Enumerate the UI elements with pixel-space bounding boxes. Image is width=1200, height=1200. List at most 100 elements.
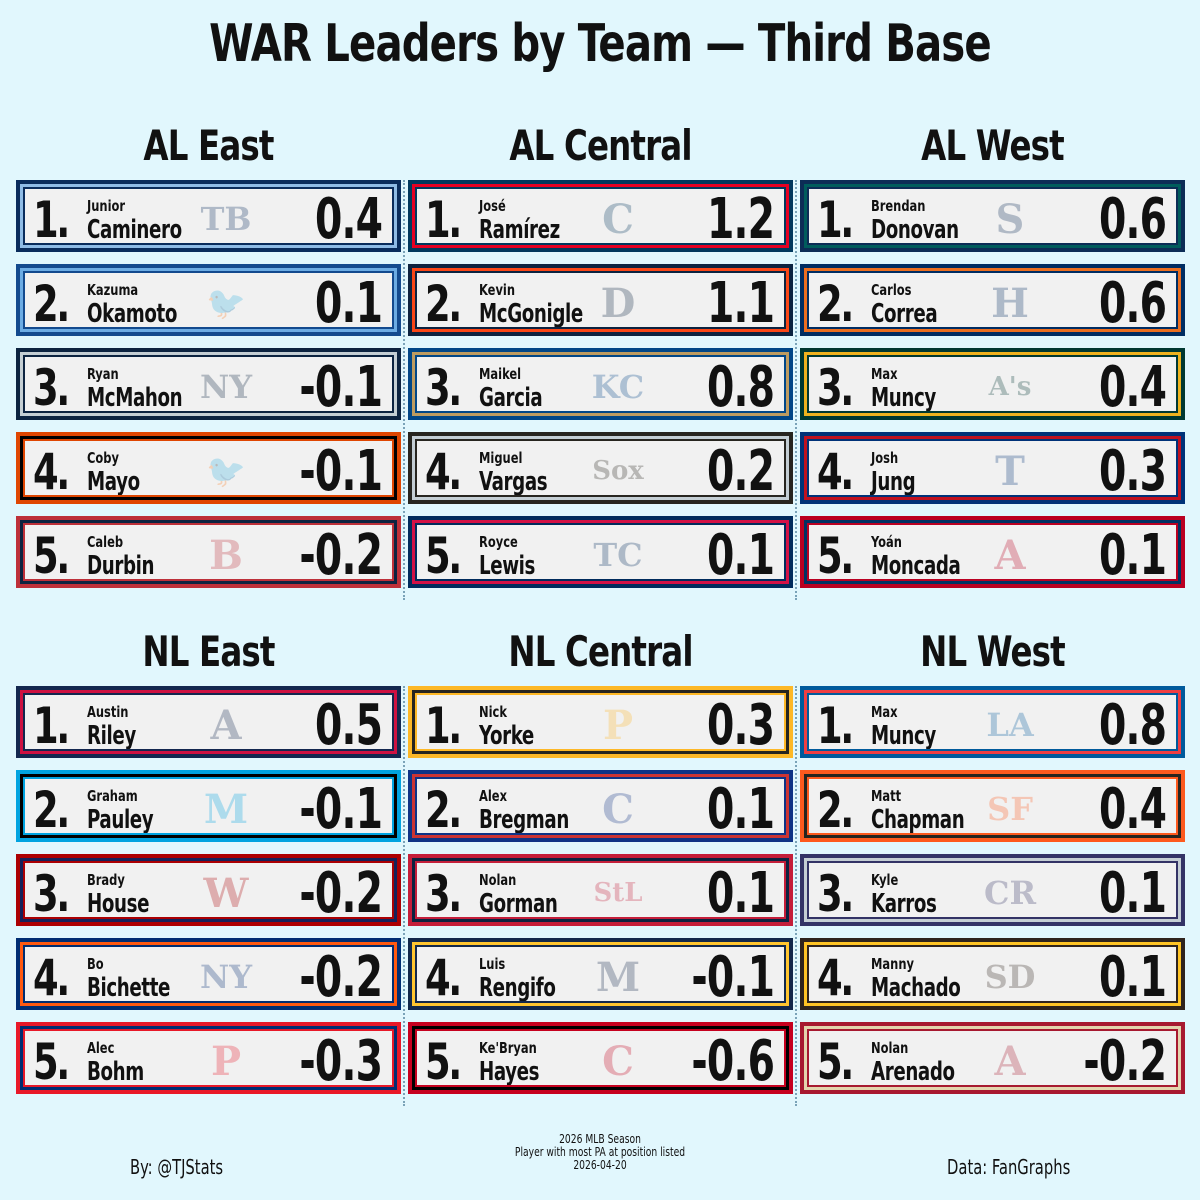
team-logo-icon: S <box>995 195 1025 243</box>
player-card: 1. Junior Caminero TB 0.4 <box>23 187 394 245</box>
player-first-name: Graham <box>87 787 138 805</box>
team-logo-icon: LA <box>986 706 1034 744</box>
rank-number: 1. <box>425 697 462 751</box>
player-row: 5. Nolan Arenado A -0.2 <box>800 1022 1185 1094</box>
player-card: 4. Manny Machado SD 0.1 <box>807 945 1178 1003</box>
player-first-name: Matt <box>871 787 902 805</box>
player-first-name: Brendan <box>871 197 926 215</box>
team-logo-icon: TC <box>593 536 643 574</box>
player-row: 5. Royce Lewis TC 0.1 <box>408 516 793 588</box>
player-first-name: Yoán <box>871 533 902 551</box>
player-last-name: Hayes <box>479 1057 540 1087</box>
rank-number: 2. <box>425 781 462 835</box>
player-first-name: Royce <box>479 533 518 551</box>
war-value: 0.2 <box>706 439 775 497</box>
player-last-name: Machado <box>871 973 961 1003</box>
player-first-name: Brady <box>87 871 125 889</box>
player-row: 4. Josh Jung T 0.3 <box>800 432 1185 504</box>
division-al-central: AL Central 1. José Ramírez C 1.2 2. Kevin McGoni… <box>408 120 793 600</box>
team-logo-icon: 🐦 <box>206 284 246 322</box>
rank-number: 2. <box>33 781 70 835</box>
player-first-name: Manny <box>871 955 914 973</box>
player-last-name: Muncy <box>871 721 936 751</box>
player-card: 4. Miguel Vargas Sox 0.2 <box>415 439 786 497</box>
team-logo-icon: NY <box>199 368 253 406</box>
player-card: 3. Ryan McMahon NY -0.1 <box>23 355 394 413</box>
rank-number: 5. <box>33 1033 70 1087</box>
player-last-name: Moncada <box>871 551 961 581</box>
player-card: 1. Max Muncy LA 0.8 <box>807 693 1178 751</box>
war-value: 0.8 <box>1098 693 1167 751</box>
rank-number: 3. <box>425 359 462 413</box>
war-value: -0.1 <box>691 945 775 1003</box>
war-value: 0.6 <box>1098 271 1167 329</box>
player-row: 1. Brendan Donovan S 0.6 <box>800 180 1185 252</box>
player-last-name: Mayo <box>87 467 140 497</box>
player-row: 3. Max Muncy A's 0.4 <box>800 348 1185 420</box>
player-last-name: Garcia <box>479 383 543 413</box>
rank-number: 1. <box>817 697 854 751</box>
column-divider <box>795 686 797 1106</box>
player-last-name: Chapman <box>871 805 965 835</box>
team-logo-icon: T <box>995 447 1025 495</box>
division-al-west: AL West 1. Brendan Donovan S 0.6 2. Carlos Corre… <box>800 120 1185 600</box>
player-card: 5. Nolan Arenado A -0.2 <box>807 1029 1178 1087</box>
rank-number: 4. <box>425 443 462 497</box>
player-card: 5. Ke'Bryan Hayes C -0.6 <box>415 1029 786 1087</box>
rank-number: 5. <box>425 527 462 581</box>
team-logo-icon: W <box>203 869 249 917</box>
player-last-name: Vargas <box>479 467 548 497</box>
player-card: 5. Yoán Moncada A 0.1 <box>807 523 1178 581</box>
player-first-name: José <box>479 197 506 215</box>
player-row: 3. Kyle Karros CR 0.1 <box>800 854 1185 926</box>
player-first-name: Luis <box>479 955 506 973</box>
player-first-name: Kazuma <box>87 281 139 299</box>
player-row: 2. Alex Bregman C 0.1 <box>408 770 793 842</box>
rank-number: 2. <box>817 275 854 329</box>
player-row: 3. Ryan McMahon NY -0.1 <box>16 348 401 420</box>
war-value: 0.1 <box>706 861 775 919</box>
player-last-name: Bregman <box>479 805 569 835</box>
player-last-name: Lewis <box>479 551 536 581</box>
column-divider <box>795 180 797 600</box>
team-logo-icon: M <box>595 953 641 1001</box>
war-value: -0.6 <box>691 1029 775 1087</box>
rank-number: 3. <box>817 865 854 919</box>
pa-note: Player with most PA at position listed <box>514 1145 686 1159</box>
player-first-name: Miguel <box>479 449 523 467</box>
player-row: 2. Graham Pauley M -0.1 <box>16 770 401 842</box>
team-logo-icon: H <box>991 279 1029 327</box>
player-card: 4. Coby Mayo 🐦 -0.1 <box>23 439 394 497</box>
rank-number: 5. <box>425 1033 462 1087</box>
war-value: 0.4 <box>1098 355 1167 413</box>
player-row: 3. Maikel Garcia KC 0.8 <box>408 348 793 420</box>
player-card: 1. Brendan Donovan S 0.6 <box>807 187 1178 245</box>
player-last-name: Bohm <box>87 1057 144 1087</box>
date-label: 2026-04-20 <box>573 1158 627 1172</box>
player-row: 2. Matt Chapman SF 0.4 <box>800 770 1185 842</box>
player-row: 2. Carlos Correa H 0.6 <box>800 264 1185 336</box>
player-last-name: McGonigle <box>479 299 583 329</box>
player-card: 2. Kevin McGonigle D 1.1 <box>415 271 786 329</box>
player-last-name: Rengifo <box>479 973 556 1003</box>
player-row: 3. Nolan Gorman StL 0.1 <box>408 854 793 926</box>
player-row: 1. Max Muncy LA 0.8 <box>800 686 1185 758</box>
war-value: -0.2 <box>1083 1029 1167 1087</box>
player-row: 1. Junior Caminero TB 0.4 <box>16 180 401 252</box>
rank-number: 4. <box>33 443 70 497</box>
player-card: 2. Graham Pauley M -0.1 <box>23 777 394 835</box>
player-first-name: Ke'Bryan <box>479 1039 537 1057</box>
player-card: 2. Matt Chapman SF 0.4 <box>807 777 1178 835</box>
team-logo-icon: D <box>600 279 636 327</box>
division-title: NL East <box>142 627 275 676</box>
rank-number: 4. <box>817 443 854 497</box>
data-source: Data: FanGraphs <box>946 1155 1070 1179</box>
player-row: 2. Kevin McGonigle D 1.1 <box>408 264 793 336</box>
player-row: 4. Luis Rengifo M -0.1 <box>408 938 793 1010</box>
division-al-east: AL East 1. Junior Caminero TB 0.4 2. Kazuma Okam… <box>16 120 401 600</box>
player-first-name: Kevin <box>479 281 516 299</box>
player-last-name: Karros <box>871 889 937 919</box>
war-value: -0.2 <box>299 945 383 1003</box>
player-first-name: Max <box>871 365 898 383</box>
war-value: 0.4 <box>1098 777 1167 835</box>
